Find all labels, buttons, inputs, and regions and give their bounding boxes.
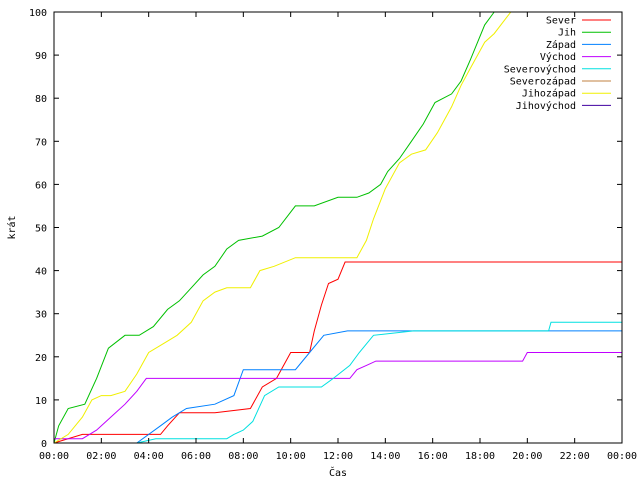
legend-label: Jihovýchod (516, 100, 576, 112)
y-tick-label: 70 (35, 137, 47, 148)
series-line-severovychod (54, 321, 622, 444)
x-tick-label: 20:00 (512, 451, 542, 462)
y-tick-label: 100 (29, 8, 47, 19)
y-tick-label: 40 (35, 267, 47, 278)
legend-label: Severozápad (510, 76, 576, 88)
ticks: 0 10 20 30 40 50 60 70 80 90 100 00:00 02:00 04:00 06:… (29, 8, 637, 462)
legend: SeverJihZápadVýchodSeverovýchodSeverozáp… (504, 16, 611, 112)
y-tick-label: 80 (35, 94, 47, 105)
x-tick-label: 10:00 (276, 451, 306, 462)
y-tick-label: 0 (41, 439, 47, 450)
x-tick-label: 12:00 (323, 451, 353, 462)
y-tick-label: 90 (35, 51, 47, 62)
x-tick-label: 18:00 (465, 451, 495, 462)
y-tick-label: 30 (35, 310, 47, 321)
x-tick-label: 04:00 (134, 451, 164, 462)
legend-label: Severovýchod (504, 63, 576, 75)
y-axis-title: krát (6, 215, 18, 239)
legend-label: Sever (546, 16, 576, 27)
x-tick-label: 22:00 (560, 451, 590, 462)
legend-label: Jih (558, 28, 576, 39)
series-line-zapad (54, 330, 622, 444)
y-tick-label: 50 (35, 224, 47, 235)
x-tick-label: 06:00 (181, 451, 211, 462)
y-tick-label: 20 (35, 353, 47, 364)
x-tick-label: 14:00 (370, 451, 400, 462)
legend-label: Západ (546, 39, 576, 51)
y-tick-label: 10 (35, 396, 47, 407)
x-axis-title: Čas (329, 466, 347, 479)
series-line-jihozapad (53, 11, 512, 444)
x-tick-label: 00:00 (39, 451, 69, 462)
series-line-vychod (54, 352, 622, 440)
series-line-jih (53, 11, 495, 444)
x-tick-label: 16:00 (418, 451, 448, 462)
legend-label: Jihozápad (522, 88, 576, 100)
x-tick-label: 08:00 (228, 451, 258, 462)
legend-label: Východ (540, 51, 576, 63)
x-tick-label: 02:00 (86, 451, 116, 462)
x-tick-label: 00:00 (607, 451, 637, 462)
y-tick-label: 60 (35, 180, 47, 191)
